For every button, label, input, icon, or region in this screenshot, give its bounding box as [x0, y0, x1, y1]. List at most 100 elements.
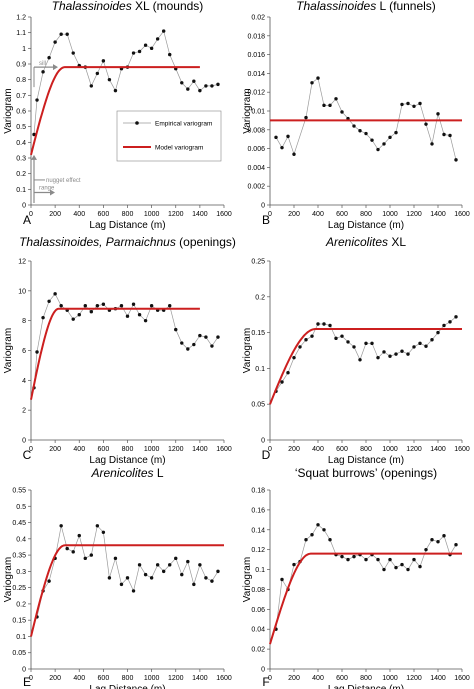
- empirical-variogram-point: [418, 341, 422, 346]
- empirical-variogram-point: [53, 40, 57, 44]
- empirical-variogram-point: [95, 524, 100, 528]
- y-tick-label: 0.25: [12, 585, 26, 592]
- empirical-variogram-line: [275, 524, 457, 630]
- y-tick-label: 0.1: [16, 187, 26, 194]
- empirical-variogram-point: [424, 547, 428, 552]
- empirical-variogram-point: [210, 579, 214, 583]
- range-annotation: range: [39, 185, 55, 191]
- x-tick-label: 1000: [382, 446, 398, 453]
- x-tick-label: 400: [73, 675, 85, 682]
- x-tick-label: 400: [312, 446, 324, 453]
- model-variogram-line: [30, 66, 200, 156]
- y-tick-label: 2: [22, 408, 26, 415]
- empirical-variogram-point: [143, 43, 148, 47]
- empirical-variogram-point: [322, 103, 326, 108]
- empirical-variogram-point: [83, 304, 87, 308]
- x-tick-label: 400: [312, 211, 324, 218]
- y-tick-label: 0.3: [16, 156, 26, 163]
- chart-panel-d: Arenicolites XL 0 0.05 0.1 0.15 0.2 0.25 0 200 40…: [242, 235, 470, 466]
- x-tick-label: 0: [29, 211, 33, 218]
- chart-title-part: XL (mounds): [132, 0, 204, 13]
- chart-title: Thalassinoides L (funnels): [296, 0, 436, 13]
- chart-panel-a: Thalassinoides XL (mounds) 0 0.1 0.2 0.3 0.4 0…: [3, 0, 232, 231]
- x-tick-label: 600: [336, 446, 348, 453]
- x-tick-label: 400: [312, 675, 324, 682]
- x-axis-label: Lag Distance (m): [89, 220, 165, 231]
- empirical-variogram-point: [59, 32, 63, 36]
- y-axis-label: Variogram: [242, 557, 253, 602]
- empirical-variogram-point: [210, 344, 214, 348]
- empirical-variogram-point: [292, 152, 296, 156]
- empirical-variogram-point: [161, 569, 166, 574]
- empirical-variogram-point: [131, 51, 136, 55]
- x-axis-label: Lag Distance (m): [89, 684, 165, 689]
- empirical-variogram-point: [442, 534, 446, 538]
- empirical-variogram-point: [412, 557, 416, 562]
- empirical-variogram-point: [53, 292, 57, 296]
- empirical-variogram-point: [376, 147, 380, 152]
- y-tick-label: 12: [18, 259, 26, 266]
- y-tick-label: 0.16: [251, 507, 265, 514]
- empirical-variogram-point: [186, 559, 190, 564]
- x-tick-label: 1000: [144, 446, 160, 453]
- empirical-variogram-point: [430, 538, 434, 542]
- y-tick-label: 0.014: [247, 71, 265, 78]
- empirical-variogram-point: [131, 302, 136, 306]
- panel-label: C: [23, 448, 32, 462]
- chart-title: Thalassinoides XL (mounds): [52, 0, 204, 13]
- y-tick-label: 0.6: [16, 109, 26, 116]
- chart-title-part: (openings): [176, 235, 236, 249]
- y-tick-label: 0: [261, 203, 265, 210]
- empirical-variogram-point: [286, 370, 290, 375]
- empirical-variogram-point: [174, 327, 178, 332]
- x-tick-label: 1000: [144, 211, 160, 218]
- empirical-variogram-point: [216, 569, 220, 574]
- empirical-variogram-point: [388, 135, 392, 140]
- empirical-variogram-line: [275, 77, 457, 160]
- empirical-variogram-point: [310, 533, 314, 537]
- x-tick-label: 1000: [382, 211, 398, 218]
- x-tick-label: 1200: [168, 446, 184, 453]
- empirical-variogram-point: [334, 336, 338, 341]
- chart-title-part: XL: [388, 235, 406, 249]
- y-tick-label: 0.06: [251, 607, 265, 614]
- legend-label-empirical: Empirical variogram: [155, 121, 212, 128]
- y-axis-label: Variogram: [3, 88, 14, 133]
- empirical-variogram-point: [47, 579, 51, 583]
- y-tick-label: 0.18: [251, 488, 265, 495]
- y-axis-label: Variogram: [3, 328, 14, 373]
- empirical-variogram-point: [454, 542, 458, 547]
- empirical-variogram-point: [204, 335, 208, 339]
- empirical-variogram-point: [89, 84, 94, 88]
- panel-label: F: [262, 675, 269, 689]
- empirical-variogram-point: [436, 112, 440, 116]
- empirical-variogram-point: [101, 59, 106, 63]
- y-tick-label: 0.15: [12, 618, 26, 625]
- y-tick-label: 0: [261, 438, 265, 445]
- empirical-variogram-line: [275, 316, 457, 392]
- empirical-variogram-point: [198, 88, 202, 93]
- x-tick-label: 1000: [382, 675, 398, 682]
- x-tick-label: 200: [49, 675, 61, 682]
- empirical-variogram-point: [406, 567, 410, 572]
- empirical-variogram-point: [382, 567, 386, 572]
- x-tick-label: 0: [29, 675, 33, 682]
- empirical-variogram-point: [280, 145, 284, 150]
- empirical-variogram-point: [400, 562, 404, 567]
- model-variogram-line: [30, 544, 224, 637]
- empirical-variogram-point: [131, 589, 136, 593]
- empirical-variogram-point: [436, 540, 440, 544]
- y-tick-label: 0.05: [251, 402, 265, 409]
- empirical-variogram-point: [192, 582, 196, 587]
- y-tick-label: 0.02: [251, 15, 265, 22]
- nugget-annotation: nugget effect: [46, 178, 81, 184]
- empirical-variogram-point: [204, 576, 208, 580]
- y-tick-label: 0.2: [255, 294, 265, 301]
- empirical-variogram-point: [198, 563, 202, 567]
- empirical-variogram-point: [424, 344, 428, 348]
- chart-title: Arenicolites L: [90, 466, 163, 480]
- empirical-variogram-point: [180, 341, 184, 345]
- y-tick-label: 6: [22, 348, 26, 355]
- x-tick-label: 1400: [192, 446, 208, 453]
